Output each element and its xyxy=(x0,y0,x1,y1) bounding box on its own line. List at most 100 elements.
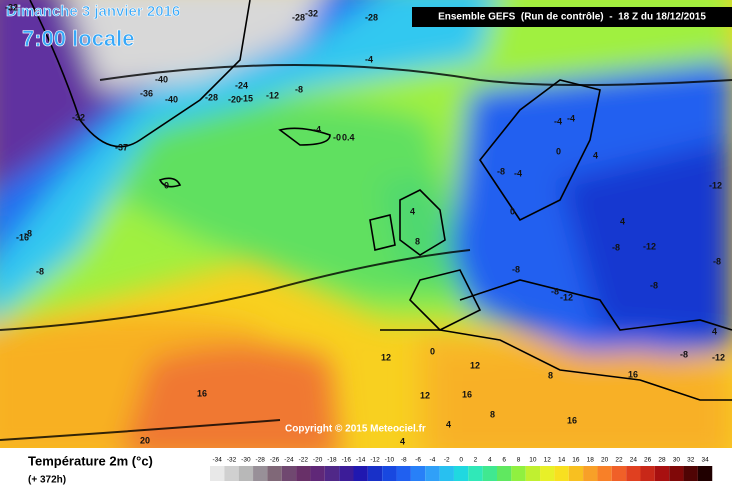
legend-swatch xyxy=(453,466,469,481)
map-label: 12 xyxy=(420,390,430,400)
map-label: -8 xyxy=(680,349,688,359)
legend-tick-label: -14 xyxy=(356,457,366,464)
legend-tick-label: 24 xyxy=(630,457,638,464)
time: 7:00 locale xyxy=(22,26,135,51)
map-label: -32 xyxy=(5,2,18,12)
isotherm xyxy=(0,64,732,441)
legend-tick-label: 22 xyxy=(615,457,623,464)
legend-swatch xyxy=(482,466,497,481)
map-label: 0 xyxy=(510,206,515,216)
legend-tick-label: -6 xyxy=(415,457,421,464)
legend-swatch xyxy=(367,466,383,481)
map-label: -32 xyxy=(72,112,85,122)
temperature-field xyxy=(0,0,732,448)
legend-tick-label: -4 xyxy=(430,457,436,464)
map-label: -28 xyxy=(292,12,305,22)
legend-tick-label: -28 xyxy=(256,457,266,464)
map-label: 12 xyxy=(381,352,391,362)
legend-swatch xyxy=(267,466,282,481)
legend-tick-label: -30 xyxy=(241,457,251,464)
legend-swatch xyxy=(281,466,297,481)
legend-tick-label: 0 xyxy=(459,457,463,464)
map-label: 4 xyxy=(712,326,717,336)
map-label: 0.4 xyxy=(342,132,355,142)
legend-tick-label: 26 xyxy=(644,457,652,464)
legend-tick-label: 10 xyxy=(529,457,537,464)
legend-swatch xyxy=(568,466,584,481)
map-label: -12 xyxy=(560,292,573,302)
map-label: -8 xyxy=(24,228,32,238)
legend-swatch xyxy=(697,466,713,481)
legend-tick-label: -12 xyxy=(370,457,380,464)
legend-tick-label: -8 xyxy=(401,457,407,464)
map-label: 20 xyxy=(140,435,150,445)
legend-swatch xyxy=(611,466,627,481)
map-label: 16 xyxy=(628,369,638,379)
coastline xyxy=(29,0,732,401)
legend-tick-label: -34 xyxy=(212,457,222,464)
legend-swatch xyxy=(382,466,397,481)
legend-swatch xyxy=(640,466,655,481)
legend-tick-label: 18 xyxy=(587,457,595,464)
map-label: -8 xyxy=(497,166,505,176)
legend-tick-label: 8 xyxy=(517,457,521,464)
map-label: -12 xyxy=(266,90,279,100)
map-label: 16 xyxy=(567,415,577,425)
legend-swatch xyxy=(310,466,325,481)
map-label: -36 xyxy=(140,88,153,98)
legend-tick-label: -10 xyxy=(385,457,395,464)
legend-tick-label: -22 xyxy=(299,457,309,464)
legend-tick-label: -18 xyxy=(327,457,337,464)
map-label: -4 xyxy=(514,168,522,178)
legend-swatch xyxy=(425,466,440,481)
legend-swatch xyxy=(468,466,483,481)
map-label: -4 xyxy=(567,113,575,123)
map-label: -8 xyxy=(551,286,559,296)
map-label: -40 xyxy=(155,74,168,84)
map-label: -15 xyxy=(240,93,253,103)
map-label: 8 xyxy=(548,370,553,380)
legend-swatch xyxy=(597,466,612,481)
legend-tick-label: 6 xyxy=(502,457,506,464)
legend-tick-label: -20 xyxy=(313,457,323,464)
legend-tick-label: 20 xyxy=(601,457,609,464)
legend-tick-label: 28 xyxy=(658,457,666,464)
legend-swatch xyxy=(324,466,340,481)
map-label: 4 xyxy=(400,436,405,446)
legend-swatch xyxy=(497,466,512,481)
map-label: -12 xyxy=(709,180,722,190)
legend-swatch xyxy=(511,466,526,481)
map-label: -28 xyxy=(365,12,378,22)
map-label: -24 xyxy=(235,80,248,90)
legend-swatch xyxy=(683,466,698,481)
map-label: -8 xyxy=(612,242,620,252)
map-label: -12 xyxy=(643,241,656,251)
map-label: 4 xyxy=(593,150,598,160)
legend-tick-label: -2 xyxy=(444,457,450,464)
legend-swatch xyxy=(396,466,411,481)
legend-tick-label: -16 xyxy=(342,457,352,464)
map-label: 4 xyxy=(410,206,415,216)
legend-tick-label: 34 xyxy=(701,457,709,464)
legend-tick-label: -32 xyxy=(227,457,237,464)
legend-tick-label: -26 xyxy=(270,457,280,464)
legend-tick-label: 16 xyxy=(572,457,580,464)
legend-swatch xyxy=(583,466,598,481)
legend-swatch xyxy=(669,466,684,481)
map-label: -8 xyxy=(650,280,658,290)
model-box xyxy=(412,7,732,27)
legend-tick-label: 30 xyxy=(673,457,681,464)
map-label: -32 xyxy=(305,8,318,18)
map-label: 16 xyxy=(462,389,472,399)
map-label: 4 xyxy=(620,216,625,226)
map-label: -8 xyxy=(36,266,44,276)
legend-tick-label: 14 xyxy=(558,457,566,464)
map-label: 16 xyxy=(197,388,207,398)
legend-swatch xyxy=(410,466,426,481)
map-label: 4 xyxy=(446,419,451,429)
map-label: 0 xyxy=(164,180,169,190)
model: Ensemble GEFS (Run de contrôle) - 18 Z d… xyxy=(438,12,706,23)
map-label: -28 xyxy=(205,92,218,102)
